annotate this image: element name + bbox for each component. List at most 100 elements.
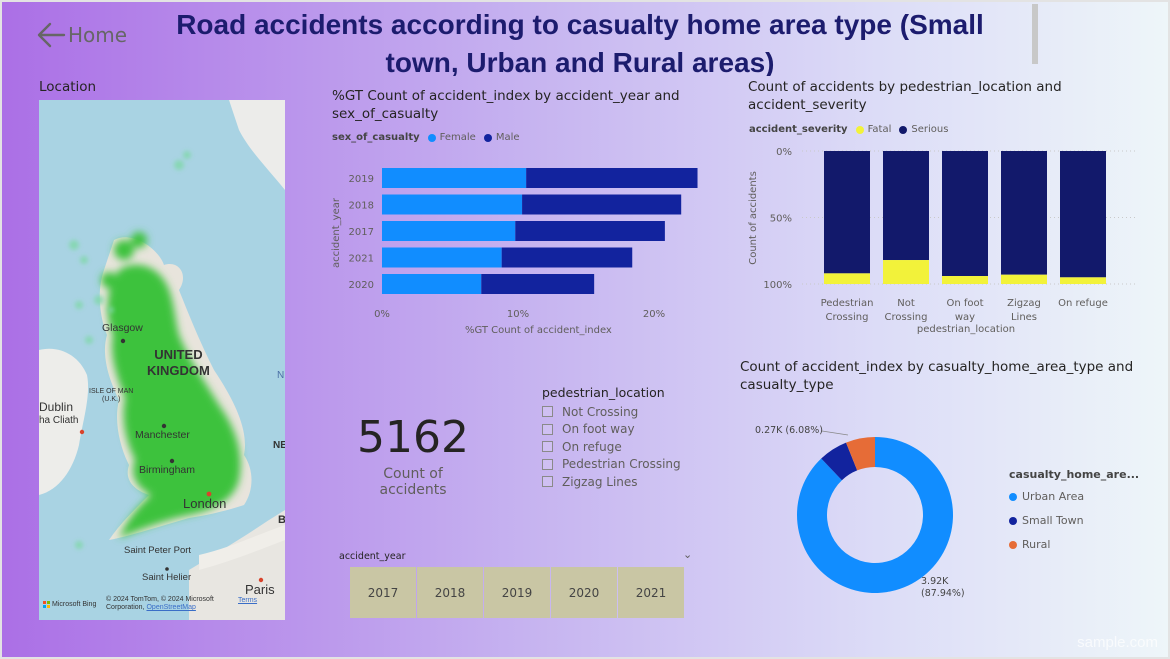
column-fatal-0[interactable] [824,273,870,284]
x-tick-2-line-0: On foot [946,298,983,309]
y-tick-2021: 2021 [349,254,374,265]
column-fatal-2[interactable] [942,276,988,284]
bar-2017-male[interactable] [515,221,665,241]
slicer-item-label: On refuge [562,439,622,454]
y-tick-2019: 2019 [349,174,374,185]
legend-fatal[interactable]: Fatal [867,124,892,135]
bar-2018-female[interactable] [382,194,523,215]
openstreetmap-link[interactable]: OpenStreetMap [146,604,196,611]
windows-logo-icon [43,601,50,608]
pedestrian-location-slicer: pedestrian_location Not Crossing On foot … [542,385,681,491]
saint-helier-marker [165,567,169,571]
map-edge-label-n: N [277,370,285,381]
slicer-item-label: Pedestrian Crossing [562,457,681,472]
column-fatal-4[interactable] [1060,277,1106,284]
x-tick-3-line-0: Zigzag [1007,298,1041,309]
column-serious-0[interactable] [824,151,870,274]
y-tick-2018: 2018 [349,201,374,212]
column-fatal-1[interactable] [883,260,929,284]
checkbox[interactable] [542,406,553,418]
donut-slice-small-town[interactable] [821,442,858,481]
uk-map-label: UNITED KINGDOM [147,347,210,378]
slicer-item-label: Zigzag Lines [562,474,638,489]
y-tick-2020: 2020 [349,280,374,291]
x-tick-0: 0% [374,309,390,320]
column-serious-4[interactable] [1060,151,1106,278]
london-label: London [183,496,227,511]
bar-2019-male[interactable] [526,168,698,188]
ireland-landmass [39,348,89,495]
home-label: Home [68,23,128,47]
checkbox[interactable] [542,423,553,435]
year-button-2017[interactable]: 2017 [350,567,416,618]
year-slicer-title: accident_year [339,551,406,562]
donut-label-urban: 3.92K (87.94%) [921,576,965,599]
kpi-card: 5162 Count of accidents [348,410,478,498]
birmingham-marker [169,458,175,464]
severity-legend-title: accident_severity [749,124,848,135]
slicer-item-zigzag-lines[interactable]: Zigzag Lines [542,473,681,491]
map-attribution: © 2024 TomTom, © 2024 Microsoft Corporat… [106,596,214,611]
sex-bar-chart[interactable]: 2019 2018 2017 2021 2020 0% 10% 20% %GT Count of… [325,155,705,340]
donut-label-small-town: 0.27K (6.08%) [755,425,823,436]
legend-small-town[interactable]: Small Town [1009,514,1139,527]
x-tick-2-line-1: way [955,312,975,323]
severity-bar-chart[interactable]: 100% 50% 0% Pedestrian Crossing Not Crossing On… [740,140,1140,340]
manchester-label: Manchester [135,429,190,441]
map-edge-label-ne: NE [273,440,285,451]
year-button-2018[interactable]: 2018 [417,567,483,618]
map-visual[interactable]: UNITED KINGDOM Glasgow ISLE OF MAN (U.K.… [39,100,285,620]
column-serious-1[interactable] [883,151,929,261]
y-tick-0: 100% [763,280,792,291]
legend-urban-area[interactable]: Urban Area [1009,490,1139,503]
legend-rural[interactable]: Rural [1009,538,1139,551]
female-legend-dot [427,133,436,142]
slicer-item-on-refuge[interactable]: On refuge [542,438,681,456]
checkbox[interactable] [542,476,553,488]
donut-slice-rural[interactable] [846,437,875,471]
sparse-heat-overlay [69,151,191,549]
bar-2021-female[interactable] [382,247,502,268]
legend-serious[interactable]: Serious [911,124,949,135]
year-button-2020[interactable]: 2020 [551,567,617,618]
bar-2017-female[interactable] [382,221,516,241]
slicer-item-not-crossing[interactable]: Not Crossing [542,403,681,421]
glasgow-marker [120,338,126,344]
checkbox[interactable] [542,441,553,453]
year-button-2019[interactable]: 2019 [484,567,550,618]
donut-chart-title: Count of accident_index by casualty_home… [740,359,1134,393]
column-fatal-3[interactable] [1001,274,1047,284]
checkbox[interactable] [542,458,553,470]
bar-2021-male[interactable] [501,247,633,268]
slicer-item-label: On foot way [562,422,635,437]
bar-2018-male[interactable] [522,194,682,215]
home-area-donut-chart[interactable] [780,420,970,610]
dublin-marker [79,429,85,435]
fatal-legend-dot [855,125,864,134]
column-serious-2[interactable] [942,151,988,277]
bar-2019-female[interactable] [382,168,527,188]
legend-male[interactable]: Male [495,132,520,143]
slicer-item-on-foot-way[interactable]: On foot way [542,421,681,439]
severity-chart-title: Count of accidents by pedestrian_locatio… [748,79,1062,113]
y-axis-label: Count of accidents [748,171,759,265]
terms-link[interactable]: Terms [238,597,258,604]
london-marker [206,491,212,497]
slicer-item-pedestrian-crossing[interactable]: Pedestrian Crossing [542,456,681,474]
legend-female[interactable]: Female [439,132,476,143]
title-scrollbar[interactable] [1032,4,1038,64]
bar-2020-female[interactable] [382,274,482,294]
bar-2020-male[interactable] [481,274,595,294]
home-button[interactable]: Home [36,22,127,48]
saint-peter-port-label: Saint Peter Port [124,545,192,556]
slicer-title: pedestrian_location [542,385,665,400]
column-serious-3[interactable] [1001,151,1047,275]
year-button-2021[interactable]: 2021 [618,567,684,618]
donut-slice-urban-area[interactable] [797,437,953,593]
saint-helier-label: Saint Helier [142,572,192,583]
manchester-marker [161,423,167,429]
bing-logo: Microsoft Bing [43,601,96,608]
chevron-down-icon[interactable]: ⌄ [683,548,693,561]
x-tick-1-line-0: Not [897,298,915,309]
slicer-item-label: Not Crossing [562,404,639,419]
